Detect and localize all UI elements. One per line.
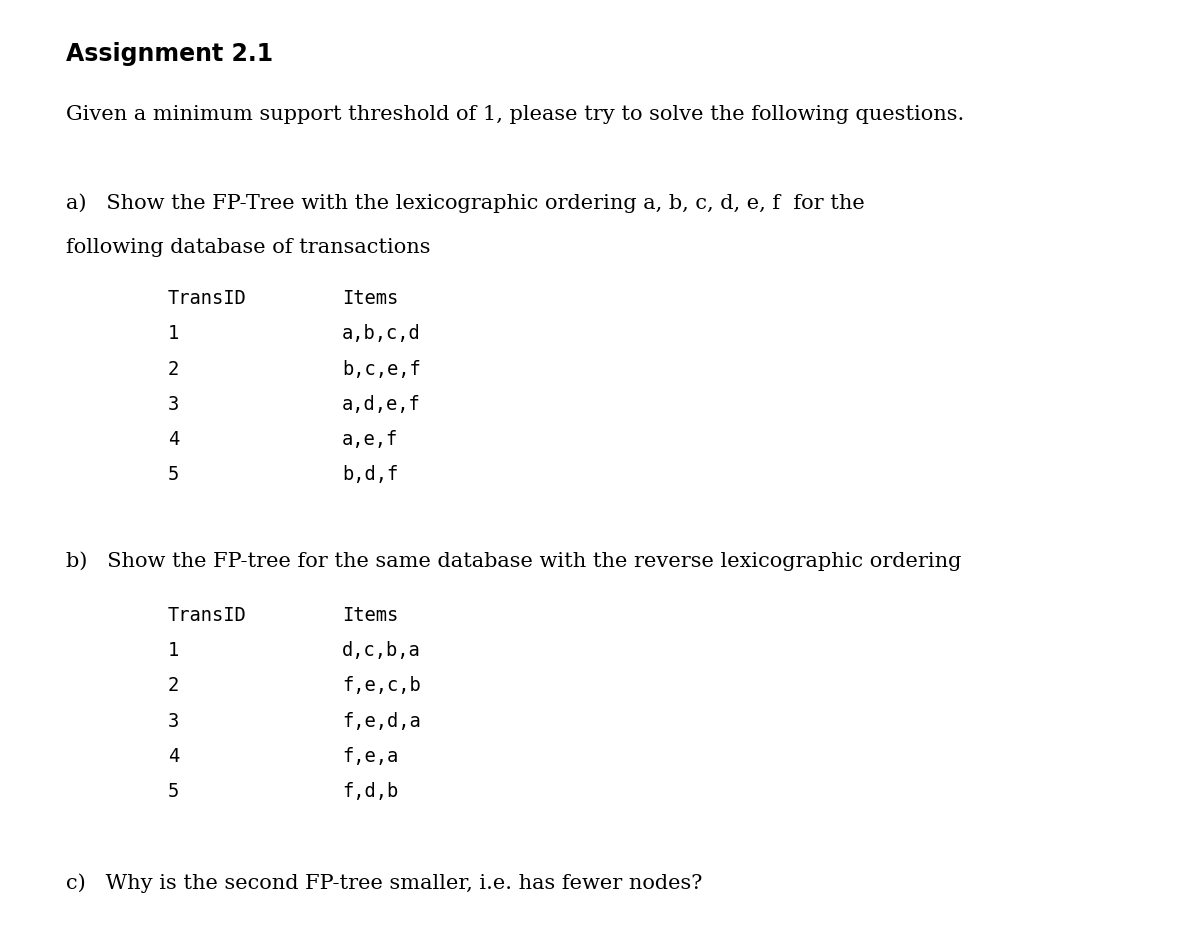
- Text: b,d,f: b,d,f: [342, 465, 398, 483]
- Text: 2: 2: [168, 676, 179, 694]
- Text: f,e,d,a: f,e,d,a: [342, 711, 421, 729]
- Text: 2: 2: [168, 359, 179, 378]
- Text: f,e,a: f,e,a: [342, 746, 398, 765]
- Text: a,e,f: a,e,f: [342, 430, 398, 448]
- Text: b)   Show the FP-tree for the same database with the reverse lexicographic order: b) Show the FP-tree for the same databas…: [66, 551, 961, 571]
- Text: f,e,c,b: f,e,c,b: [342, 676, 421, 694]
- Text: f,d,b: f,d,b: [342, 781, 398, 800]
- Text: 3: 3: [168, 711, 179, 729]
- Text: d,c,b,a: d,c,b,a: [342, 640, 421, 659]
- Text: 5: 5: [168, 465, 179, 483]
- Text: following database of transactions: following database of transactions: [66, 238, 431, 256]
- Text: 3: 3: [168, 394, 179, 413]
- Text: TransID: TransID: [168, 289, 247, 307]
- Text: 5: 5: [168, 781, 179, 800]
- Text: c)   Why is the second FP-tree smaller, i.e. has fewer nodes?: c) Why is the second FP-tree smaller, i.…: [66, 872, 702, 892]
- Text: Given a minimum support threshold of 1, please try to solve the following questi: Given a minimum support threshold of 1, …: [66, 105, 965, 123]
- Text: Items: Items: [342, 605, 398, 624]
- Text: b,c,e,f: b,c,e,f: [342, 359, 421, 378]
- Text: 1: 1: [168, 640, 179, 659]
- Text: a,b,c,d: a,b,c,d: [342, 324, 421, 342]
- Text: 1: 1: [168, 324, 179, 342]
- Text: Assignment 2.1: Assignment 2.1: [66, 42, 274, 66]
- Text: 4: 4: [168, 430, 179, 448]
- Text: 4: 4: [168, 746, 179, 765]
- Text: a,d,e,f: a,d,e,f: [342, 394, 421, 413]
- Text: a)   Show the FP-Tree with the lexicographic ordering a, b, c, d, e, f  for the: a) Show the FP-Tree with the lexicograph…: [66, 193, 865, 213]
- Text: Items: Items: [342, 289, 398, 307]
- Text: TransID: TransID: [168, 605, 247, 624]
